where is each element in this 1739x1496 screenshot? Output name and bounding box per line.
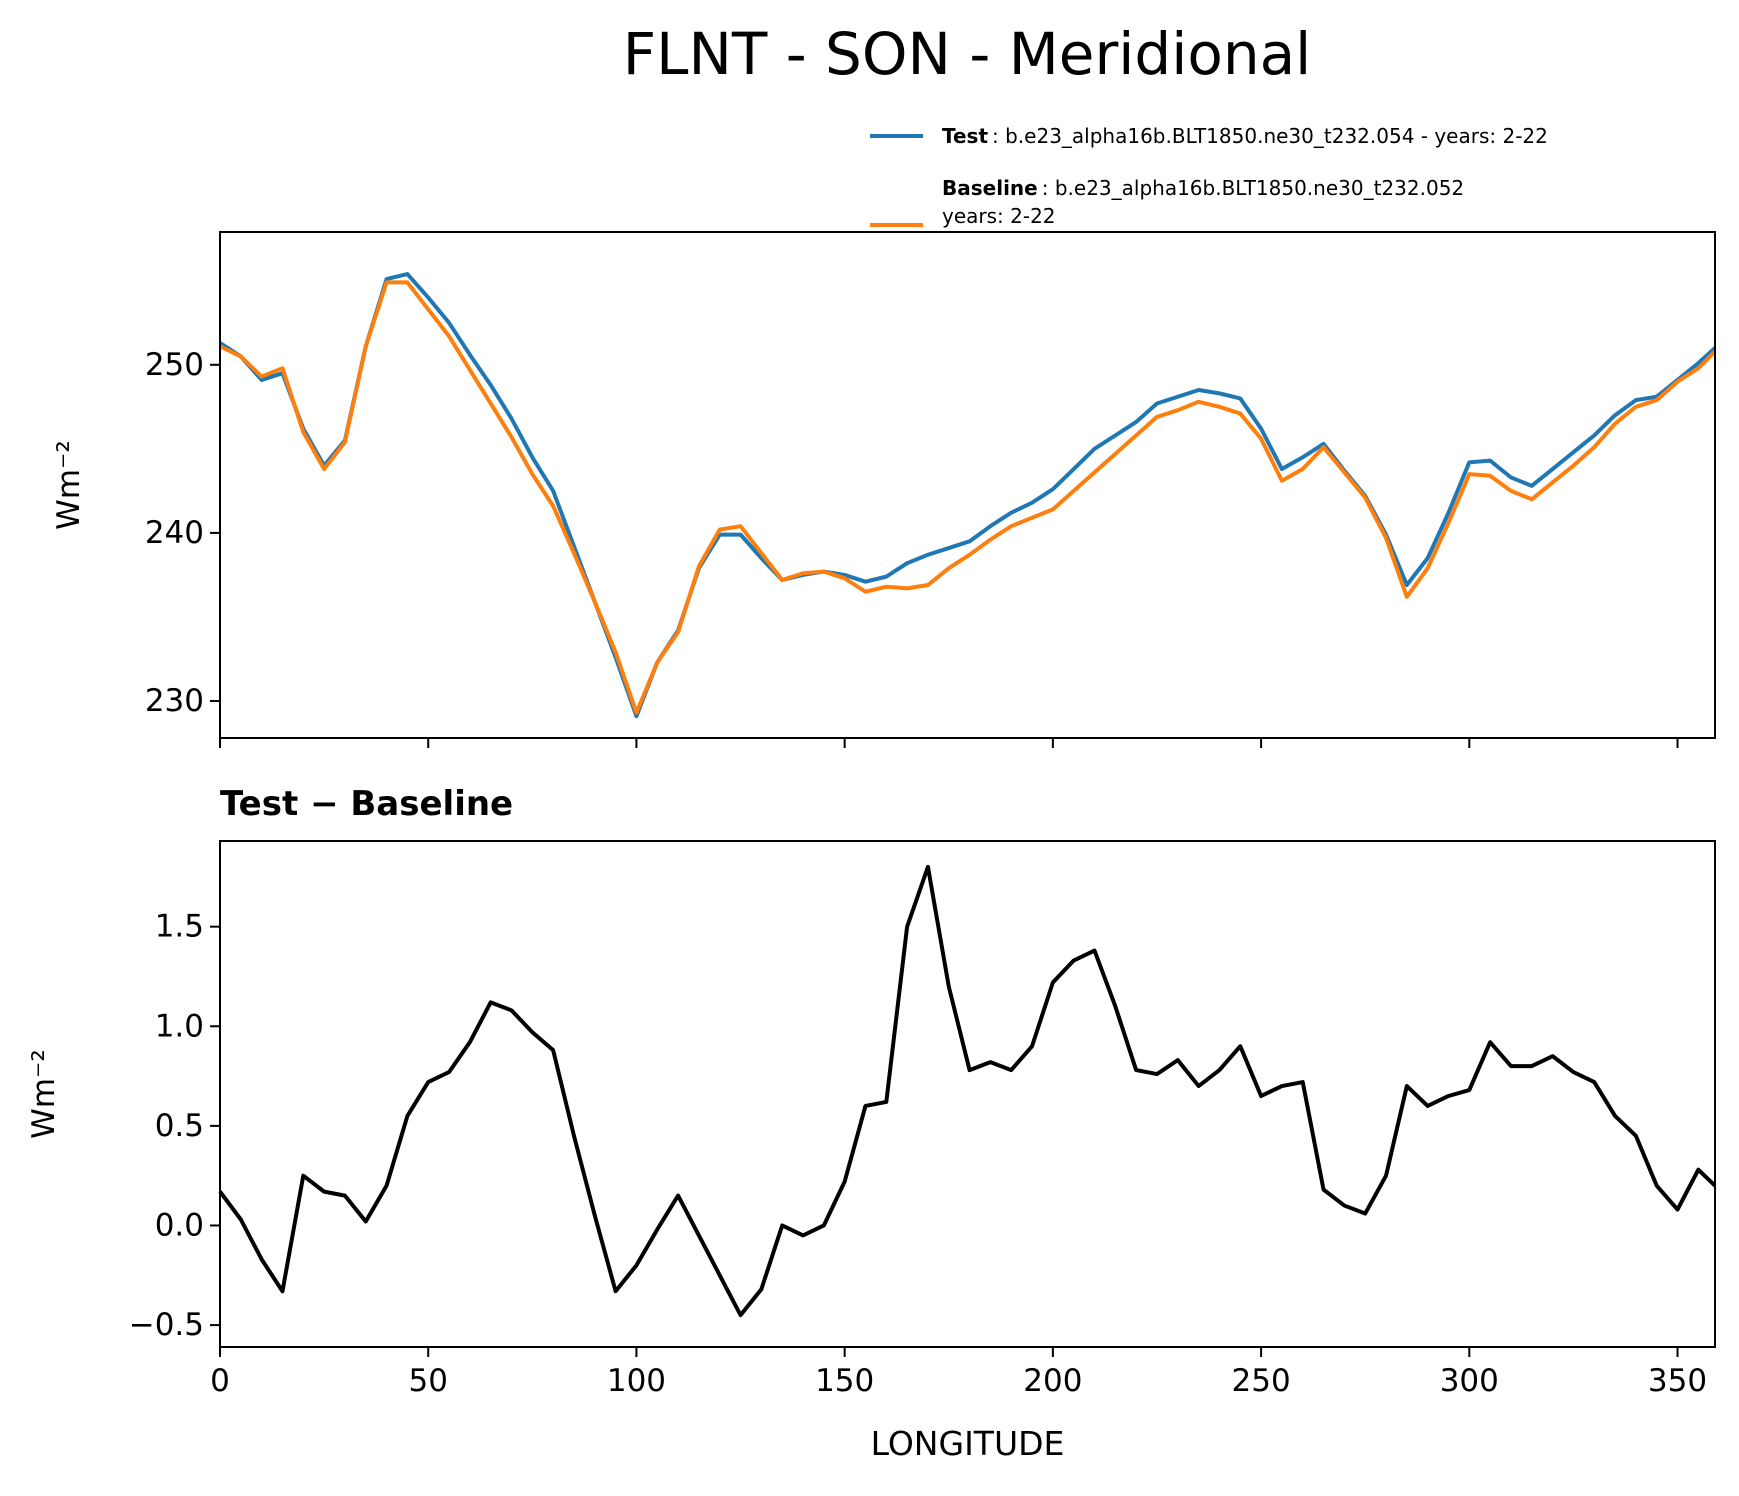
x-tick-label: 100 bbox=[607, 1363, 666, 1399]
y-tick-label: 1.5 bbox=[155, 909, 204, 945]
x-axis-label: LONGITUDE bbox=[871, 1424, 1065, 1463]
legend-description: : b.e23_alpha16b.BLT1850.ne30_t232.052 bbox=[1042, 176, 1464, 200]
data-line bbox=[219, 280, 1717, 715]
data-line bbox=[218, 864, 1717, 1318]
legend-description: : b.e23_alpha16b.BLT1850.ne30_t232.054 -… bbox=[992, 124, 1548, 148]
x-tick-label: 200 bbox=[1023, 1363, 1082, 1399]
legend-entry: Test: b.e23_alpha16b.BLT1850.ne30_t232.0… bbox=[870, 124, 1548, 148]
legend-name: Test bbox=[942, 124, 988, 148]
legend-name: Baseline bbox=[942, 176, 1038, 200]
axes-frame bbox=[219, 840, 1716, 1348]
legend-entry: Baseline: b.e23_alpha16b.BLT1850.ne30_t2… bbox=[870, 176, 1464, 228]
x-tick-label: 0 bbox=[210, 1363, 230, 1399]
y-tick-label: 240 bbox=[145, 515, 204, 551]
x-tick-label: 350 bbox=[1648, 1363, 1707, 1399]
y-axis-label: Wm⁻² bbox=[51, 440, 87, 530]
subplot-title: Test − Baseline bbox=[220, 784, 513, 824]
x-tick-label: 250 bbox=[1232, 1363, 1291, 1399]
x-tick-label: 300 bbox=[1440, 1363, 1499, 1399]
legend-description: years: 2-22 bbox=[942, 204, 1056, 228]
x-tick-label: 150 bbox=[815, 1363, 874, 1399]
y-axis-label: Wm⁻² bbox=[26, 1049, 62, 1139]
y-tick-label: 0.0 bbox=[155, 1207, 204, 1243]
y-tick-label: 1.0 bbox=[155, 1008, 204, 1044]
legend-label: Baseline: b.e23_alpha16b.BLT1850.ne30_t2… bbox=[942, 176, 1464, 228]
x-tick-label: 50 bbox=[408, 1363, 447, 1399]
axes-frame bbox=[219, 231, 1716, 739]
legend-label: Test: b.e23_alpha16b.BLT1850.ne30_t232.0… bbox=[942, 124, 1548, 148]
y-tick-label: −0.5 bbox=[129, 1307, 204, 1343]
chart-title: FLNT - SON - Meridional bbox=[623, 20, 1311, 88]
data-line bbox=[218, 272, 1717, 719]
y-tick-label: 0.5 bbox=[155, 1108, 204, 1144]
y-tick-label: 230 bbox=[145, 683, 204, 719]
y-tick-label: 250 bbox=[145, 347, 204, 383]
